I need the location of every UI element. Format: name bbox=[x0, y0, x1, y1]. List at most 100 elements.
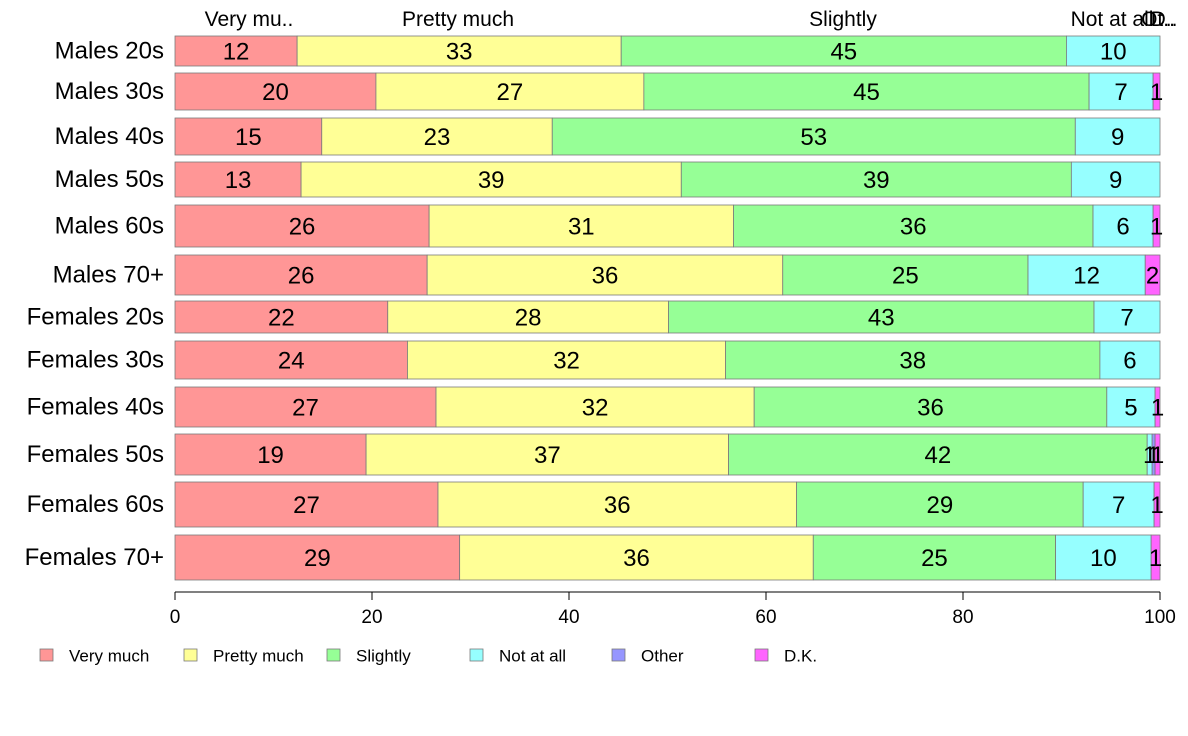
bar-row-females-60s: Females 60s 27 36 29 7 1 bbox=[27, 481, 1164, 528]
legend-swatch bbox=[469, 648, 484, 662]
data-label: 1 bbox=[1151, 442, 1164, 469]
bar-segment-very-much bbox=[174, 117, 323, 156]
data-label: 23 bbox=[424, 124, 451, 151]
legend-item-pretty-much: Pretty much bbox=[183, 647, 304, 666]
bar-segment-very-much bbox=[174, 161, 302, 198]
top-label-d-k: D.. bbox=[1151, 8, 1178, 31]
data-label: 1 bbox=[1150, 214, 1163, 241]
bar-segment-not-at-all bbox=[1027, 254, 1146, 296]
data-label: 1 bbox=[1150, 492, 1163, 519]
bar-segment-not-at-all bbox=[1106, 386, 1156, 428]
top-label-not-at-all: Not at all bbox=[1071, 8, 1154, 31]
bar-segment-not-at-all bbox=[1092, 204, 1154, 248]
bar-segment-pretty-much bbox=[321, 117, 553, 156]
data-label: 15 bbox=[235, 124, 262, 151]
bar-segment-d-k bbox=[1154, 386, 1161, 428]
bar-segment-pretty-much bbox=[428, 204, 734, 248]
bar-segment-not-at-all bbox=[1088, 72, 1154, 111]
category-label: Males 60s bbox=[55, 213, 164, 240]
data-label: 6 bbox=[1116, 214, 1129, 241]
data-label: 43 bbox=[868, 305, 895, 332]
bar-segment-pretty-much bbox=[365, 433, 729, 476]
data-label: 24 bbox=[278, 348, 305, 375]
bar-segment-not-at-all bbox=[1093, 300, 1161, 334]
bar-row-females-50s: Females 50s 19 37 42 111 bbox=[27, 433, 1164, 476]
data-label: 39 bbox=[478, 167, 505, 194]
bar-row-males-30s: Males 30s 20 27 45 7 1 bbox=[55, 72, 1163, 111]
bar-segment-pretty-much bbox=[375, 72, 645, 111]
bar-segment-very-much bbox=[174, 35, 298, 67]
bar-row-females-30s: Females 30s 24 32 38 6 bbox=[27, 340, 1161, 380]
bar-segment-d-k bbox=[1152, 204, 1161, 248]
bar-segment-d-k bbox=[1150, 534, 1161, 581]
bar-segment-pretty-much bbox=[300, 161, 682, 198]
bar-row-males-20s: Males 20s 12 33 45 10 bbox=[55, 35, 1161, 67]
legend-swatch bbox=[39, 648, 54, 662]
data-label: 38 bbox=[899, 348, 926, 375]
data-label: 10 bbox=[1090, 545, 1117, 572]
bar-segment-slightly bbox=[753, 386, 1108, 428]
data-label: 7 bbox=[1120, 305, 1133, 332]
data-label: 2 bbox=[1146, 263, 1159, 290]
data-label: 29 bbox=[304, 545, 331, 572]
bar-segment-d-k bbox=[1152, 72, 1161, 111]
bar-row-males-40s: Males 40s 15 23 53 9 bbox=[55, 117, 1161, 156]
top-label-pretty-much: Pretty much bbox=[402, 8, 514, 31]
data-label: 45 bbox=[853, 79, 880, 106]
bar-segment-pretty-much bbox=[437, 481, 797, 528]
bar-segment-very-much bbox=[174, 204, 430, 248]
bar-segment-slightly bbox=[668, 300, 1095, 334]
bar-segment-d-k bbox=[1154, 433, 1161, 476]
data-label: 37 bbox=[534, 442, 561, 469]
data-label: 13 bbox=[225, 167, 252, 194]
data-label: 19 bbox=[257, 442, 284, 469]
data-label: 12 bbox=[1073, 263, 1100, 290]
data-label: 39 bbox=[863, 167, 890, 194]
bar-segment-not-at-all bbox=[1099, 340, 1161, 380]
bar-segment-very-much bbox=[174, 481, 439, 528]
legend-swatch bbox=[754, 648, 769, 662]
data-label: 28 bbox=[515, 305, 542, 332]
data-label: 32 bbox=[553, 348, 580, 375]
bar-segment-pretty-much bbox=[387, 300, 669, 334]
legend-swatch bbox=[611, 648, 626, 662]
bar-segment-slightly bbox=[782, 254, 1029, 296]
data-label: 25 bbox=[892, 263, 919, 290]
data-label: 9 bbox=[1109, 167, 1122, 194]
data-label: 26 bbox=[289, 214, 316, 241]
category-label: Males 70+ bbox=[53, 262, 164, 289]
x-tick-label: 100 bbox=[1144, 607, 1176, 628]
data-label: 7 bbox=[1112, 492, 1125, 519]
data-label: 7 bbox=[1114, 79, 1127, 106]
bar-row-females-70: Females 70+ 29 36 25 10 1 bbox=[25, 534, 1162, 581]
legend-label: Pretty much bbox=[213, 647, 304, 666]
x-tick-label: 60 bbox=[755, 607, 776, 628]
data-label: 6 bbox=[1123, 348, 1136, 375]
x-axis: 0 20 40 60 80 100 bbox=[170, 591, 1176, 628]
legend-label: Other bbox=[641, 647, 684, 666]
data-label: 1 bbox=[1149, 545, 1162, 572]
bar-segment-slightly bbox=[733, 204, 1094, 248]
bar-segment-slightly bbox=[725, 340, 1101, 380]
data-label: 32 bbox=[582, 395, 609, 422]
bar-segment-very-much bbox=[174, 534, 461, 581]
legend-item-slightly: Slightly bbox=[326, 647, 411, 666]
data-label: 20 bbox=[262, 79, 289, 106]
legend-item-other: Other bbox=[611, 647, 684, 666]
data-label: 27 bbox=[292, 395, 319, 422]
bar-segment-pretty-much bbox=[459, 534, 814, 581]
data-label: 26 bbox=[288, 263, 315, 290]
top-label-very-much: Very mu.. bbox=[205, 8, 294, 31]
data-label: 42 bbox=[925, 442, 952, 469]
bar-segment-d-k bbox=[1153, 481, 1161, 528]
legend-swatch bbox=[326, 648, 341, 662]
top-category-labels: Very mu.. Pretty much Slightly Not at allOt… bbox=[205, 8, 1178, 31]
data-label: 1 bbox=[1150, 79, 1163, 106]
legend-item-not-at-all: Not at all bbox=[469, 647, 566, 666]
data-label: 5 bbox=[1124, 395, 1137, 422]
data-label: 33 bbox=[446, 39, 473, 66]
bar-segment-slightly bbox=[728, 433, 1148, 476]
legend-swatch bbox=[183, 648, 198, 662]
bar-row-females-40s: Females 40s 27 32 36 5 1 bbox=[27, 386, 1164, 428]
